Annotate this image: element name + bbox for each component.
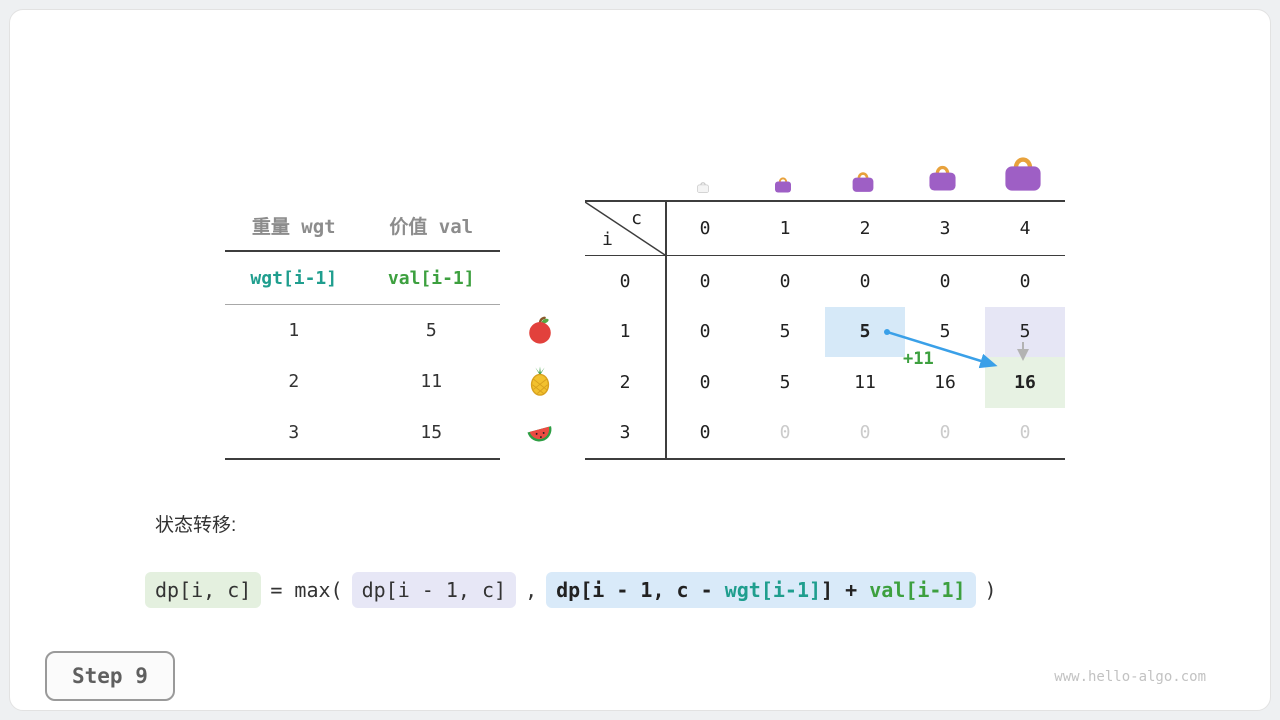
dp-col-header: 2 <box>859 218 871 239</box>
val-formula-label: val[i-1] <box>387 267 475 289</box>
weight-col-header: 重量 wgt <box>251 215 336 238</box>
item-weight: 1 <box>288 320 300 341</box>
dp-row-header: 2 <box>619 371 631 393</box>
dp-cell: 0 <box>699 422 711 444</box>
dp-row: 1 0 5 5 5 5 <box>585 306 1065 357</box>
dp-cell: 0 <box>779 422 791 444</box>
bag-capacity-0-icon <box>696 180 710 199</box>
dp-row: 2 0 5 11 16 16 <box>585 357 1065 408</box>
dp-cell: 5 <box>779 321 791 343</box>
diagonal-line <box>585 202 665 255</box>
items-table-header-row: 重量 wgt 价值 val <box>225 200 500 252</box>
dp-cell: 16 <box>934 371 956 393</box>
take-term-prefix: dp[i - 1, c - <box>556 578 725 602</box>
dp-cell: 0 <box>859 270 871 292</box>
bag-capacity-3-icon <box>926 162 959 198</box>
apple-icon <box>525 315 555 350</box>
take-term-wgt: wgt[i-1] <box>724 578 822 602</box>
take-term-val: val[i-1] <box>869 578 966 602</box>
dp-cell: 5 <box>779 371 791 393</box>
close-paren-text: ) <box>984 578 997 602</box>
item-value: 11 <box>420 371 443 392</box>
dp-take-term: dp[i - 1, c - wgt[i-1]] + val[i-1] <box>546 572 976 608</box>
dp-row-header: 3 <box>619 422 631 444</box>
dp-cell: 0 <box>699 321 711 343</box>
item-row: 3 15 <box>225 407 500 458</box>
item-row: 2 11 <box>225 356 500 407</box>
dp-cell: 0 <box>1019 422 1031 444</box>
equals-max-text: = max( <box>270 578 343 602</box>
dp-row-header: 0 <box>619 270 631 292</box>
dp-table-divider <box>665 202 667 458</box>
dp-col-header: 0 <box>699 218 711 239</box>
comma-text: , <box>525 578 538 602</box>
bag-capacity-1-icon <box>773 175 793 199</box>
dp-cell: 0 <box>699 371 711 393</box>
item-weight: 2 <box>288 371 300 392</box>
item-value: 15 <box>420 422 443 443</box>
step-badge: Step 9 <box>45 651 175 701</box>
dp-cell-target-highlight: 16 <box>985 357 1065 408</box>
corner-label-c: c <box>631 208 642 229</box>
dp-cell: 0 <box>1019 270 1031 292</box>
watermark: www.hello-algo.com <box>1054 669 1206 685</box>
dp-cell: 0 <box>939 270 951 292</box>
value-col-header: 价值 val <box>389 215 474 238</box>
items-table: 重量 wgt 价值 val wgt[i-1] val[i-1] 1 5 2 11… <box>225 200 500 460</box>
dp-cell-source-highlight: 5 <box>825 306 905 357</box>
dp-skip-term: dp[i - 1, c] <box>351 572 517 608</box>
wgt-formula-label: wgt[i-1] <box>250 267 338 289</box>
dp-cell: 11 <box>854 371 876 393</box>
item-row: 1 5 <box>225 305 500 356</box>
items-table-formula-row: wgt[i-1] val[i-1] <box>225 252 500 305</box>
state-transition-formula: dp[i, c] = max( dp[i - 1, c] , dp[i - 1,… <box>145 572 1006 608</box>
dp-current-term: dp[i, c] <box>145 572 262 608</box>
bag-capacity-4-icon <box>1001 152 1045 199</box>
item-weight: 3 <box>288 422 300 443</box>
dp-col-header: 3 <box>939 218 951 239</box>
dp-row-header: 1 <box>619 321 631 343</box>
dp-corner-cell: c i <box>585 202 665 255</box>
bag-capacity-2-icon <box>850 169 876 199</box>
figure-card: 重量 wgt 价值 val wgt[i-1] val[i-1] 1 5 2 11… <box>9 9 1271 711</box>
dp-cell: 0 <box>939 422 951 444</box>
pineapple-icon <box>525 366 555 401</box>
transfer-value-label: +11 <box>903 349 934 369</box>
dp-table: c i 0 1 2 3 4 0 0 0 0 0 0 1 0 5 <box>585 200 1065 460</box>
dp-row: 0 0 0 0 0 0 <box>585 256 1065 307</box>
dp-header-row: c i 0 1 2 3 4 <box>585 202 1065 256</box>
dp-col-header: 1 <box>779 218 791 239</box>
item-value: 5 <box>425 320 437 341</box>
dp-cell-above-highlight: 5 <box>985 306 1065 357</box>
dp-row: 3 0 0 0 0 0 <box>585 408 1065 459</box>
corner-label-i: i <box>602 229 613 250</box>
dp-cell: 0 <box>699 270 711 292</box>
transition-label: 状态转移: <box>155 515 237 536</box>
dp-col-header: 4 <box>1019 218 1031 239</box>
dp-cell: 0 <box>779 270 791 292</box>
take-term-infix: ] + <box>821 578 870 602</box>
dp-cell: 0 <box>859 422 871 444</box>
watermelon-icon <box>525 417 555 452</box>
